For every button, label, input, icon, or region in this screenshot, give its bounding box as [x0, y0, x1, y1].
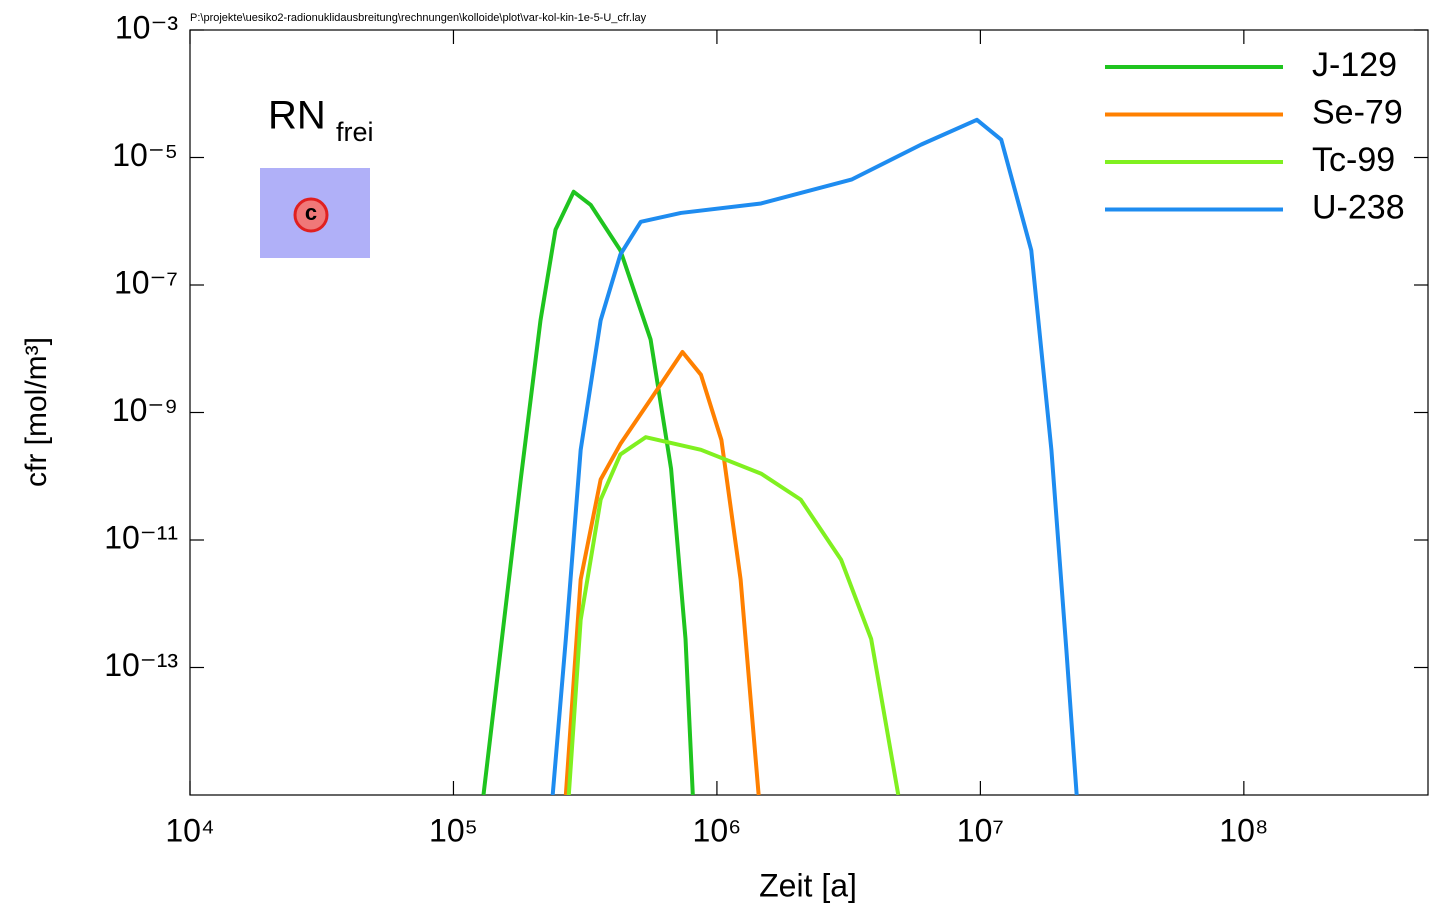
legend-label: Tc-99 [1312, 141, 1395, 179]
x-tick-label: 10⁴ [165, 812, 214, 848]
y-tick-label: 10⁻⁷ [114, 264, 178, 300]
y-axis-label: cfr [mol/m³] [20, 337, 53, 487]
series-line [566, 435, 901, 795]
x-tick-label: 10⁷ [957, 812, 1004, 848]
y-tick-label: 10⁻³ [115, 9, 178, 45]
x-tick-label: 10⁵ [429, 812, 478, 848]
series-line [550, 117, 1079, 795]
annotation-text: RN [268, 94, 326, 138]
x-tick-label: 10⁶ [693, 812, 742, 848]
y-tick-label: 10⁻¹¹ [104, 519, 178, 555]
legend-label: U-238 [1312, 188, 1405, 226]
series-line [563, 349, 761, 795]
y-tick-label: 10⁻⁵ [112, 137, 178, 173]
icon-circle [293, 197, 329, 233]
series-line [481, 189, 695, 795]
source-path: P:\projekte\uesiko2-radionuklidausbreitu… [190, 12, 647, 24]
y-tick-label: 10⁻¹³ [104, 647, 178, 683]
annotation-subscript: frei [336, 117, 374, 147]
plot-frame [189, 29, 1429, 796]
legend-label: Se-79 [1312, 93, 1403, 131]
icon-label: c [305, 200, 317, 225]
x-tick-label: 10⁸ [1219, 812, 1268, 848]
legend-label: J-129 [1312, 46, 1397, 84]
y-tick-label: 10⁻⁹ [112, 392, 178, 428]
x-axis-label: Zeit [a] [759, 867, 857, 903]
